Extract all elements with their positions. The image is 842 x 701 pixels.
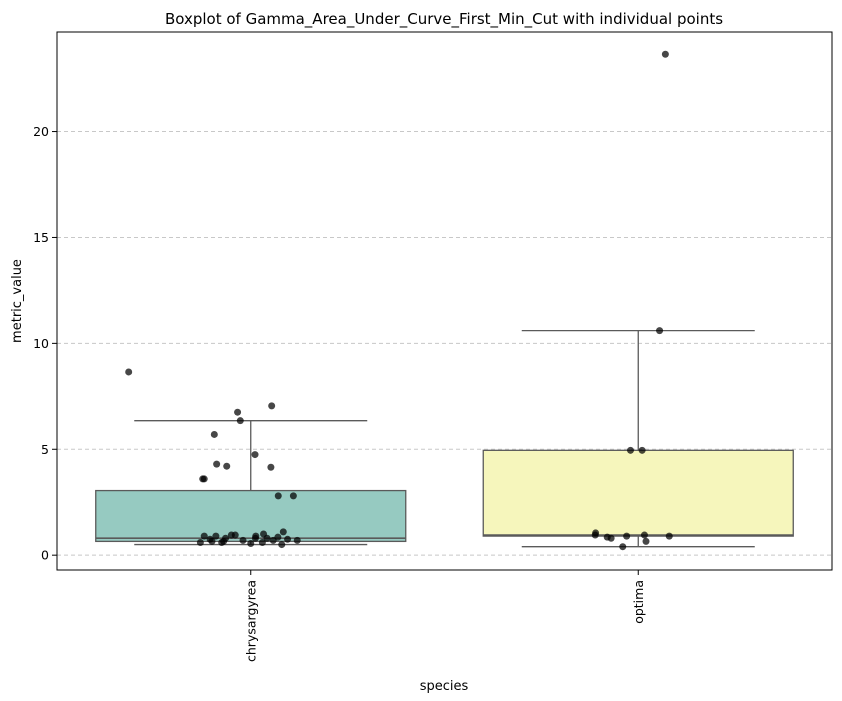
data-point	[196, 538, 204, 546]
data-point	[640, 531, 648, 539]
data-point	[251, 451, 259, 459]
data-point	[125, 368, 133, 376]
data-point	[293, 536, 301, 544]
data-point	[661, 50, 669, 58]
data-point	[627, 446, 634, 454]
y-tick-label: 5	[41, 442, 49, 457]
y-tick-label: 20	[33, 124, 49, 139]
data-point	[279, 528, 287, 536]
box-chrysargyrea	[95, 489, 407, 543]
y-axis: 0 5 10 15 20	[33, 124, 57, 563]
data-point	[289, 492, 297, 500]
data-point	[619, 543, 627, 551]
x-tick-label: optima	[631, 580, 646, 624]
data-point	[210, 430, 218, 438]
y-axis-label: metric_value	[10, 259, 25, 343]
box-optima	[482, 449, 794, 537]
y-tick-label: 10	[33, 336, 49, 351]
data-point	[607, 534, 615, 542]
data-point	[208, 537, 216, 545]
data-point	[231, 531, 239, 539]
data-point	[212, 532, 220, 540]
data-point	[251, 534, 259, 542]
data-point	[642, 537, 650, 545]
x-axis-label: species	[420, 679, 469, 694]
points-group	[125, 50, 673, 551]
box-group	[95, 330, 794, 548]
chart-title: Boxplot of Gamma_Area_Under_Curve_First_…	[165, 10, 723, 29]
data-point	[269, 536, 277, 544]
gridlines	[57, 131, 832, 556]
data-point	[199, 475, 207, 483]
data-point	[267, 463, 275, 471]
data-point	[638, 446, 646, 454]
data-point	[263, 534, 271, 542]
data-point	[258, 538, 266, 546]
y-tick-label: 15	[33, 230, 49, 245]
data-point	[213, 460, 221, 468]
data-point	[239, 536, 247, 544]
data-point	[284, 535, 292, 543]
data-point	[218, 538, 226, 546]
data-point	[591, 531, 599, 539]
data-point	[236, 417, 244, 425]
data-point	[234, 408, 242, 416]
data-point	[656, 327, 664, 335]
data-point	[623, 532, 631, 540]
data-point	[200, 532, 208, 540]
data-point	[223, 462, 231, 470]
data-point	[278, 541, 286, 549]
plot-frame	[56, 31, 833, 571]
data-point	[247, 540, 255, 548]
y-tick-label: 0	[41, 548, 49, 563]
x-axis: chrysargyrea optima	[243, 570, 646, 662]
data-point	[274, 492, 282, 500]
x-tick-label: chrysargyrea	[243, 580, 258, 662]
data-point	[268, 402, 276, 410]
data-point	[665, 532, 673, 540]
